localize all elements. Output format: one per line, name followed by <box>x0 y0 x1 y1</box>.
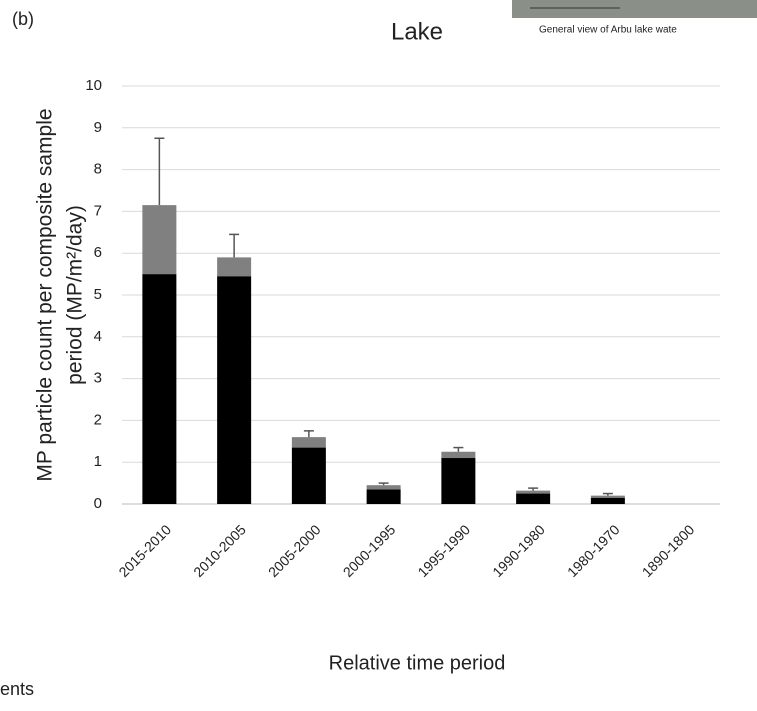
x-tick: 1890-1800 <box>639 521 698 580</box>
y-tick-label: 9 <box>94 119 102 136</box>
panel-label: (b) <box>12 9 34 29</box>
x-tick-label: 1995-1990 <box>414 521 473 580</box>
bar-segment <box>291 447 326 504</box>
x-axis-title: Relative time period <box>329 652 506 674</box>
bar-segment <box>366 489 401 504</box>
bar-segment <box>142 274 177 504</box>
bar-segment <box>142 205 177 275</box>
y-axis-title-line: period (MP/m²/day) <box>64 205 87 385</box>
x-tick: 2010-2005 <box>190 521 249 580</box>
y-tick-label: 4 <box>94 328 102 345</box>
x-tick-label: 2010-2005 <box>190 521 249 580</box>
y-tick-label: 10 <box>85 77 102 94</box>
x-tick: 1995-1990 <box>414 521 473 580</box>
x-tick: 1980-1970 <box>564 521 623 580</box>
bar-segment <box>590 497 625 504</box>
y-axis-title-line: MP particle count per composite sample <box>34 108 57 481</box>
bar-segment <box>516 493 551 504</box>
x-tick-label: 1890-1800 <box>639 521 698 580</box>
bar-segment <box>590 495 625 498</box>
x-tick-label: 1980-1970 <box>564 521 623 580</box>
bar-segment <box>516 490 551 494</box>
y-tick-label: 1 <box>94 453 102 470</box>
bar-segment <box>441 451 476 459</box>
x-tick: 2015-2010 <box>115 521 174 580</box>
y-tick-label: 3 <box>94 370 102 387</box>
bar-segment <box>217 257 252 277</box>
y-tick-label: 0 <box>94 495 102 512</box>
bar-segment <box>441 458 476 504</box>
bar-segment <box>366 485 401 490</box>
x-tick-label: 2005-2000 <box>265 521 324 580</box>
x-tick: 2000-1995 <box>340 521 399 580</box>
x-tick: 2005-2000 <box>265 521 324 580</box>
inset-photo <box>512 0 757 18</box>
bar-segment <box>291 437 326 448</box>
y-tick-label: 7 <box>94 202 102 219</box>
y-tick-label: 5 <box>94 286 102 303</box>
y-tick-label: 8 <box>94 161 102 178</box>
y-tick-label: 2 <box>94 411 102 428</box>
inset-caption: General view of Arbu lake wate <box>539 25 677 36</box>
chart-title: Lake <box>391 18 443 45</box>
y-axis-title: MP particle count per composite sample p… <box>34 108 87 481</box>
x-tick: 1990-1980 <box>489 521 548 580</box>
x-tick-label: 1990-1980 <box>489 521 548 580</box>
bar-segment <box>217 276 252 504</box>
x-tick-label: 2000-1995 <box>340 521 399 580</box>
footer-fragment: ents <box>0 679 34 699</box>
x-tick-label: 2015-2010 <box>115 521 174 580</box>
y-tick-label: 6 <box>94 244 102 261</box>
